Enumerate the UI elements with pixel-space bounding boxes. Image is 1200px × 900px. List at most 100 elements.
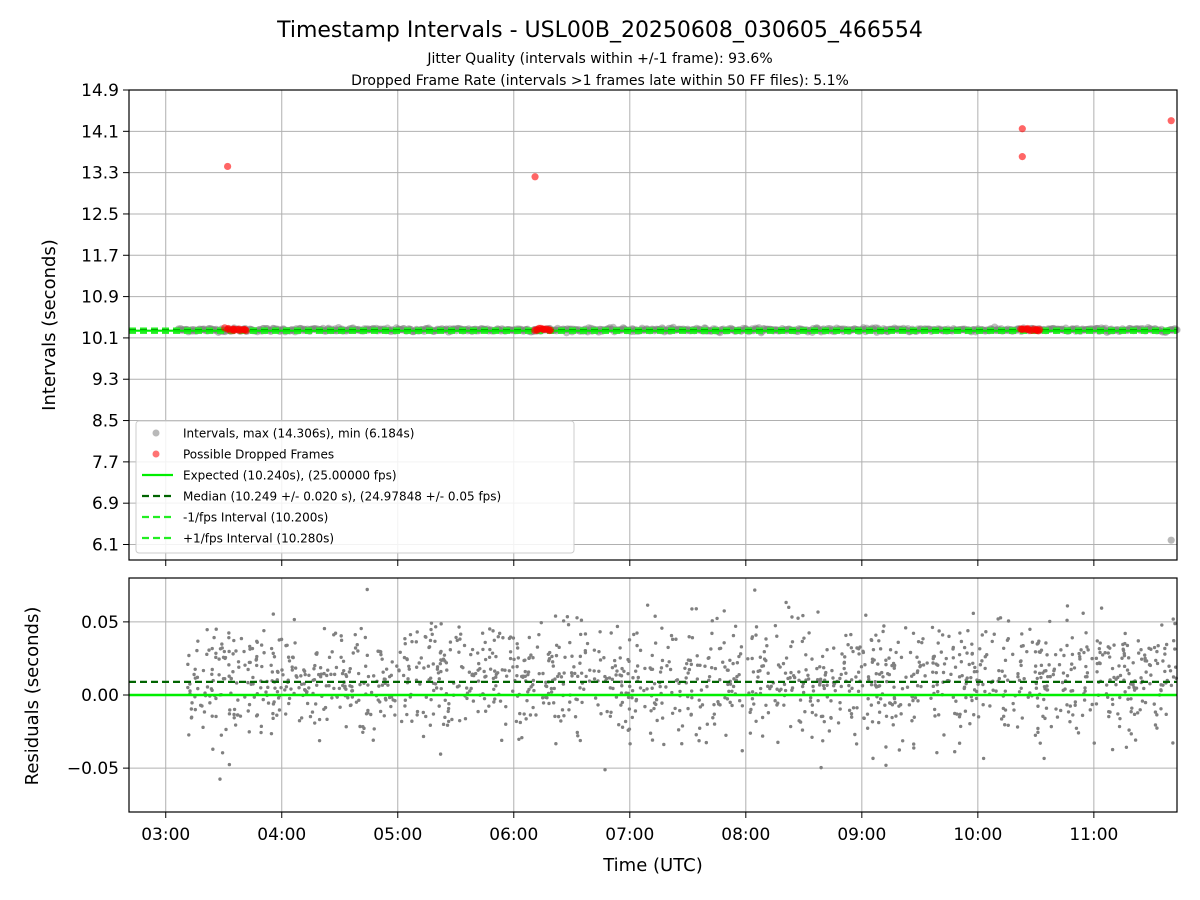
residual-point: [912, 715, 916, 719]
residual-point: [899, 712, 903, 716]
residual-point: [1061, 671, 1066, 675]
residual-point: [578, 738, 583, 743]
residual-point: [925, 661, 929, 665]
residual-point: [434, 625, 438, 629]
residual-point: [524, 717, 528, 721]
residual-point: [730, 703, 734, 708]
residual-point: [1037, 650, 1041, 654]
residual-point: [407, 667, 411, 671]
residual-point: [593, 696, 598, 700]
residual-point: [912, 672, 916, 677]
dropped-frame-point: [537, 324, 545, 332]
residual-point: [839, 684, 843, 689]
residual-point: [1153, 710, 1158, 714]
residual-point: [890, 663, 894, 668]
residual-point: [709, 647, 713, 651]
residual-point: [391, 698, 395, 702]
residual-point: [346, 696, 350, 700]
residual-point: [737, 699, 742, 703]
residual-point: [869, 682, 874, 687]
residual-point: [403, 637, 407, 641]
residual-point: [476, 679, 481, 683]
residual-point: [428, 638, 433, 643]
residuals-ticks: 03:00 04:00 05:00 06:00 07:00 08:00 09:00 10:00…: [67, 613, 1118, 845]
residual-point: [1036, 726, 1040, 731]
residual-point: [439, 686, 443, 691]
residual-point: [1156, 644, 1160, 648]
residual-point: [514, 719, 519, 724]
residual-point: [856, 670, 861, 674]
residual-point: [344, 725, 348, 729]
residual-point: [429, 627, 433, 632]
residual-point: [1011, 701, 1015, 706]
residual-point: [292, 617, 297, 622]
residual-point: [302, 682, 306, 686]
residual-point: [971, 611, 976, 616]
residual-point: [630, 715, 635, 720]
residual-point: [806, 673, 810, 677]
residual-point: [399, 719, 404, 724]
residual-point: [784, 656, 789, 660]
residual-point: [931, 684, 936, 689]
residual-point: [1127, 728, 1131, 732]
residual-point: [970, 651, 975, 656]
residual-point: [934, 670, 939, 675]
residual-point: [561, 682, 566, 686]
residual-point: [698, 705, 703, 709]
residual-point: [259, 643, 264, 647]
residual-point: [885, 679, 889, 684]
residual-point: [358, 724, 362, 729]
residual-point: [190, 701, 194, 705]
residual-point: [705, 722, 710, 726]
residual-point: [556, 714, 561, 719]
residual-point: [715, 616, 719, 621]
residual-point: [1043, 716, 1047, 721]
residual-point: [800, 639, 805, 644]
residual-point: [1042, 684, 1047, 689]
residual-point: [478, 666, 482, 671]
residual-point: [439, 622, 443, 626]
residual-point: [1003, 658, 1008, 663]
residual-point: [882, 624, 886, 628]
residual-point: [220, 642, 224, 646]
residual-point: [596, 703, 600, 707]
residual-point: [470, 673, 474, 677]
residual-point: [361, 724, 365, 729]
residual-point: [1139, 676, 1143, 680]
residual-point: [1118, 695, 1122, 700]
residual-point: [903, 626, 908, 630]
residual-point: [991, 688, 995, 692]
residual-point: [893, 700, 897, 705]
residual-point: [358, 682, 362, 687]
residual-point: [806, 677, 811, 681]
chart-subtitle-jitter: Jitter Quality (intervals within +/-1 fr…: [426, 51, 772, 67]
residual-point: [381, 670, 385, 674]
residual-point: [1163, 646, 1167, 651]
residual-point: [821, 739, 825, 743]
residual-point: [317, 717, 322, 722]
residual-point: [953, 711, 957, 716]
residual-point: [428, 676, 433, 680]
residual-point: [218, 647, 223, 651]
residual-point: [935, 750, 939, 755]
residual-point: [528, 713, 533, 717]
residual-point: [954, 699, 958, 703]
residual-point: [201, 668, 206, 673]
residual-point: [598, 658, 603, 662]
residual-point: [706, 656, 710, 660]
residual-point: [856, 647, 861, 651]
residual-point: [237, 665, 241, 669]
residual-point: [883, 703, 887, 707]
residual-point: [1065, 703, 1069, 707]
residual-point: [1098, 661, 1102, 666]
residual-point: [259, 724, 264, 729]
residual-point: [494, 684, 498, 688]
residual-point: [264, 690, 268, 694]
residual-point: [188, 689, 192, 693]
residual-point: [782, 682, 787, 687]
residual-point: [1044, 706, 1049, 710]
residual-point: [1036, 704, 1040, 708]
residual-point: [255, 713, 260, 717]
residual-point: [1136, 639, 1141, 643]
residual-point: [937, 629, 941, 633]
